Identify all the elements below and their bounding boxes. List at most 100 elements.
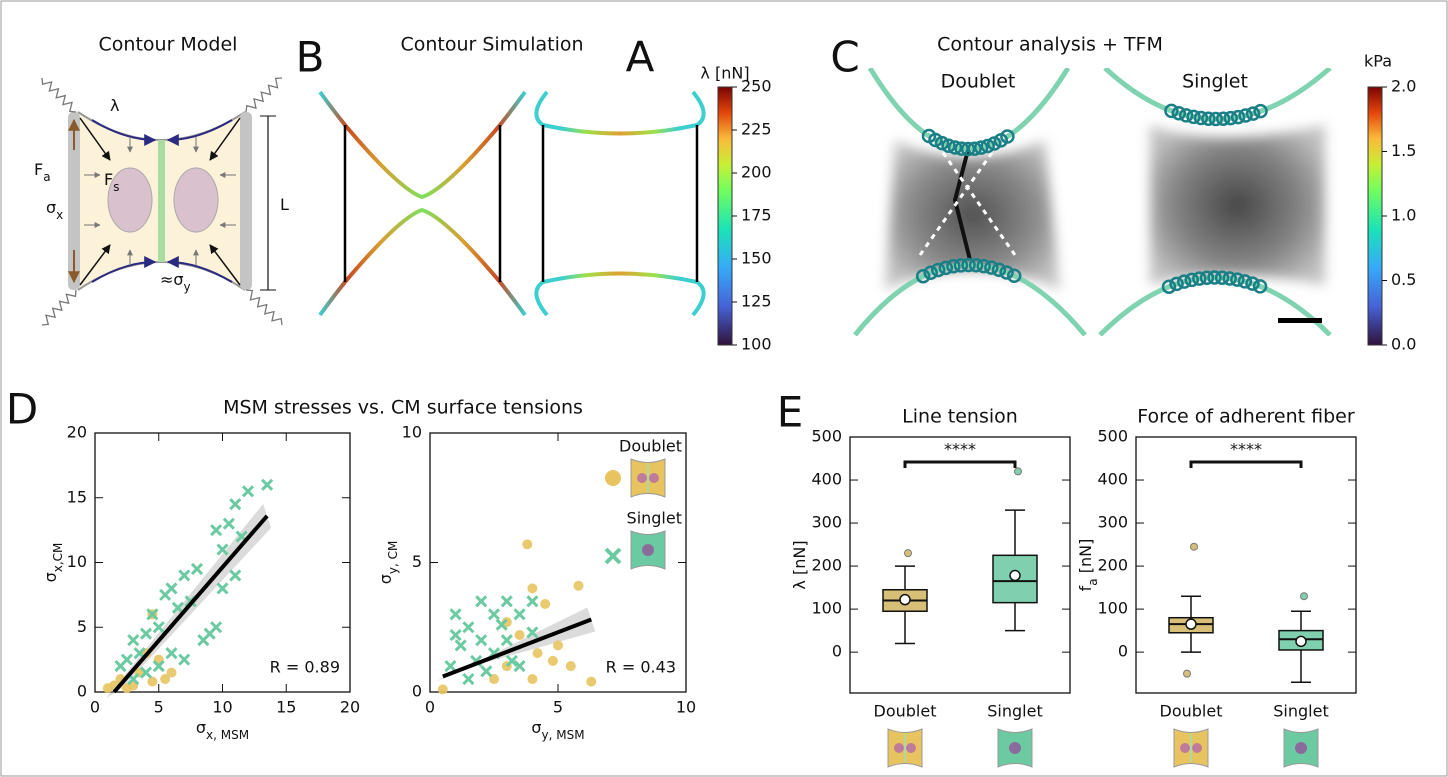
x-tick-label: 15 [276,698,296,717]
y-tick-label: 300 [811,513,842,532]
x-tick-label: 5 [553,698,563,717]
y-tick-label: 300 [1097,513,1128,532]
label-part: σ [196,718,206,737]
bead [1245,276,1260,291]
bead [1208,111,1224,127]
tfm-doublet-image [850,68,1090,336]
bead [1199,270,1215,286]
x-tick-label: 0 [90,698,100,717]
bead [967,141,982,156]
y-tick-label: 400 [811,470,842,489]
y-tick-label: 400 [1097,470,1128,489]
y-axis-label: σx,CM [41,543,65,583]
subscript: y, MSM [542,728,585,742]
colorbar-tick-label: 225 [741,120,772,139]
bead [1161,279,1177,294]
panel-title: Contour Model [99,34,238,56]
scatter-point [513,608,526,621]
subscript: s [113,180,119,194]
bead [1215,111,1231,127]
colorbar [1367,86,1383,346]
legend-label: Doublet [619,437,682,456]
panel-label: E [777,388,804,437]
chart-title: Force of adherent fiber [1137,406,1355,428]
bead [984,260,999,275]
bead [1171,106,1187,121]
scatter-point [586,676,597,687]
chart-title: Line tension [902,406,1018,428]
y-tick-label: 100 [1097,599,1128,618]
significance-label: **** [944,440,976,459]
scatter-point [475,595,488,608]
nucleus-icon [1009,742,1021,754]
significance-bracket [1189,460,1303,468]
y-tick-label: 0 [832,642,842,661]
bead [915,268,931,284]
scatter-point [216,543,229,556]
bead [1223,110,1238,126]
y-tick-label: 0 [1118,642,1128,661]
y-tick-label: 5 [77,617,87,636]
x-tick-label: Singlet [1273,702,1328,721]
bead [1169,276,1184,292]
scatter-point [203,627,216,640]
outlier [1183,669,1191,678]
y-tick-label: 20 [67,423,87,442]
label-part: σ [41,572,60,582]
scatter-point [127,634,140,647]
scatter-point [437,684,448,695]
legend-label: Singlet [627,509,682,528]
colorbar-label: kPa [1364,52,1392,71]
significance-label: **** [1230,440,1262,459]
label-part: σ [376,574,395,584]
annotation: R = 0.89 [270,658,340,677]
bead [991,262,1007,277]
spring [245,289,283,326]
colorbar-label: λ [nN] [700,64,749,83]
bead [1192,271,1207,286]
scatter-point [527,674,538,685]
colorbar-tick-label: 0.0 [1391,335,1416,354]
bead [1186,109,1201,125]
bead [1245,106,1261,121]
plot-frame [849,436,1071,694]
scatter-point [573,580,584,591]
bead [1237,274,1253,289]
y-tick-label: 200 [811,556,842,575]
y-tick-label: 200 [1097,556,1128,575]
plot-frame [1135,436,1357,694]
nucleus-icon [894,743,904,753]
scatter-point [147,676,158,687]
spring [245,77,283,113]
y-tick-label: 10 [402,423,422,442]
colorbar-tick-label: 100 [741,335,772,354]
spring [41,77,77,113]
subscript: a [43,170,50,184]
y-tick-label: 100 [811,599,842,618]
scatter-point [553,640,563,651]
bead [1214,270,1230,285]
bead [941,138,956,153]
fit-line [442,617,592,679]
scatter-point [565,661,576,672]
label-part: F [34,160,43,179]
x-tick-label: 5 [154,698,164,717]
nucleus-icon [649,473,659,483]
panel-label: C [830,33,859,82]
panel-label: B [296,33,325,82]
colorbar-tick-label: 1.0 [1391,206,1416,225]
mean [1185,618,1197,630]
colorbar-tick-label: 150 [741,249,772,268]
x-tick-label: 0 [425,698,435,717]
scatter-point [165,647,178,660]
model-label: σx [46,198,63,222]
tfm-singlet-image [1095,68,1340,336]
scatter-point [454,639,467,652]
x-axis-label: σx, MSM [196,718,249,742]
label-part: [nN] [1076,539,1095,579]
panel-title: MSM stresses vs. CM surface tensions [223,397,583,419]
model-label: ≈σy [160,270,191,294]
scatter-point [166,667,177,678]
